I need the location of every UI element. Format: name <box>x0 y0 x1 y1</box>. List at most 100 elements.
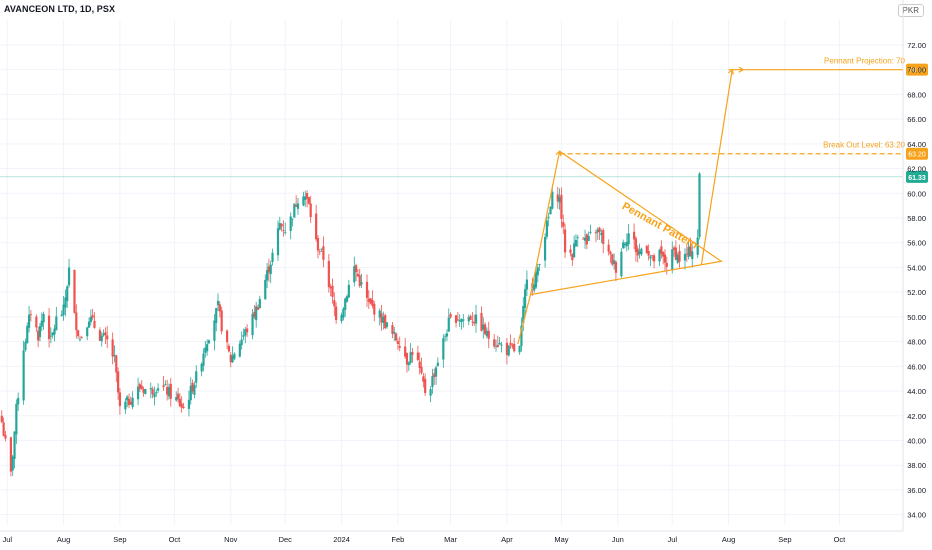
projection-label: Pennant Projection: 70 <box>824 57 905 66</box>
candle-body <box>75 312 78 331</box>
candle-body <box>493 339 496 347</box>
candle-body <box>305 193 309 199</box>
pennant-triangle <box>529 150 723 296</box>
candle-body <box>77 330 80 337</box>
candle-body <box>37 330 40 341</box>
candle-body <box>663 254 667 263</box>
candle-body <box>525 279 529 290</box>
x-tick-label: Aug <box>722 535 735 544</box>
candle-body <box>518 345 521 353</box>
y-tick-label: 60.00 <box>907 189 926 198</box>
y-tick-label: 42.00 <box>907 412 926 421</box>
candle-body <box>445 333 449 337</box>
x-tick-label: Sep <box>113 535 126 544</box>
candle-body <box>35 316 38 328</box>
y-tick-label: 72.00 <box>907 41 926 50</box>
current-price-label: 61.33 <box>908 175 926 182</box>
candle-body <box>394 333 398 341</box>
candle-body <box>175 397 178 401</box>
candle-body <box>382 316 385 323</box>
breakout-price-label: 63.20 <box>908 152 926 159</box>
candle-body <box>187 399 191 409</box>
candle-body <box>302 196 305 206</box>
candle-body <box>38 326 42 338</box>
candle-body <box>151 388 154 395</box>
x-tick-label: Aug <box>57 535 70 544</box>
candle-body <box>115 355 118 373</box>
candle-body <box>27 314 31 328</box>
currency-badge[interactable]: PKR <box>897 4 924 17</box>
y-tick-label: 62.00 <box>907 165 926 174</box>
candle-body <box>458 320 461 322</box>
candle-body <box>245 328 249 333</box>
candle-body <box>282 230 285 231</box>
candle-body <box>665 262 668 267</box>
candle-body <box>255 306 258 321</box>
candle-body <box>658 249 661 262</box>
candle-body <box>649 256 652 259</box>
y-tick-label: 38.00 <box>907 461 926 470</box>
x-tick-label: Oct <box>834 535 847 544</box>
candle-body <box>627 233 630 245</box>
candle-body <box>284 231 287 233</box>
candle-body <box>511 345 514 347</box>
y-tick-label: 40.00 <box>907 436 926 445</box>
y-tick-label: 56.00 <box>907 239 926 248</box>
candle-body <box>556 194 559 202</box>
candle-body <box>569 249 572 253</box>
candle-body <box>51 332 54 336</box>
candle-body <box>93 320 96 328</box>
candle-body <box>98 330 102 341</box>
candle-body <box>576 237 579 239</box>
candle-body <box>329 286 332 289</box>
candle-body <box>689 245 692 256</box>
candle-body <box>216 300 220 306</box>
candle-body <box>106 335 109 340</box>
candle-body <box>229 354 232 363</box>
candle-body <box>467 316 470 322</box>
candle-body <box>494 345 498 347</box>
candle-body <box>280 223 283 227</box>
candle-body <box>652 255 656 262</box>
candle-body <box>327 260 330 288</box>
candle-body <box>367 298 370 302</box>
candle-body <box>53 328 56 335</box>
candle-body <box>583 237 587 241</box>
candle-body <box>80 337 83 338</box>
x-tick-label: Jul <box>667 535 677 544</box>
candle-body <box>447 317 450 332</box>
candle-body <box>315 213 318 240</box>
candle-body <box>563 229 567 253</box>
candle-body <box>498 342 501 345</box>
candle-body <box>55 316 58 331</box>
candle-body <box>116 371 120 393</box>
candle-body <box>562 221 565 227</box>
candle-body <box>40 320 43 327</box>
candle-body <box>0 415 3 423</box>
projection-arrowhead <box>728 68 734 75</box>
candle-body <box>380 313 383 323</box>
candle-body <box>66 286 69 302</box>
candle-body <box>640 248 643 255</box>
candle-body <box>620 251 623 277</box>
candle-body <box>331 285 334 297</box>
x-tick-label: Oct <box>169 535 182 544</box>
y-tick-label: 52.00 <box>907 288 926 297</box>
candle-body <box>385 322 389 327</box>
candle-body <box>309 203 312 218</box>
projection-badge <box>906 63 928 76</box>
candle-body <box>320 248 323 250</box>
candle-body <box>674 247 677 260</box>
candle-body <box>244 329 247 336</box>
candle-body <box>251 313 254 336</box>
candle-body <box>373 303 376 315</box>
candle-body <box>226 330 229 343</box>
y-tick-label: 68.00 <box>907 90 926 99</box>
candle-body <box>622 242 625 249</box>
candle-body <box>62 304 65 315</box>
candle-body <box>602 230 605 244</box>
candle-body <box>671 249 674 270</box>
candle-body <box>11 456 14 471</box>
candle-body <box>307 197 310 204</box>
candle-body <box>355 265 358 273</box>
